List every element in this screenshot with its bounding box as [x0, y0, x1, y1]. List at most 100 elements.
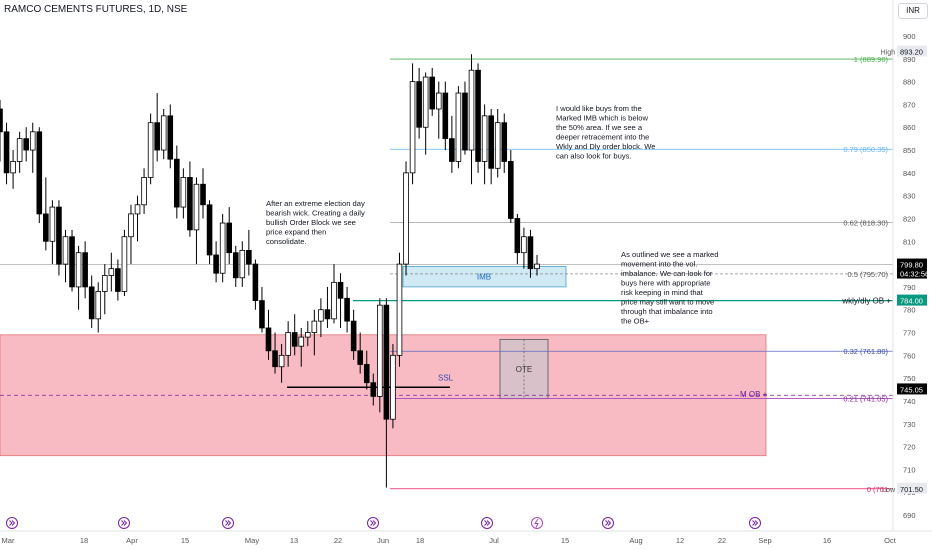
fib-label-fib_062: 0.62 (818.30): [843, 218, 888, 227]
note-buys: deeper retracement into the: [556, 133, 649, 142]
candle-body: [311, 320, 318, 333]
y-tick-label: 690: [903, 511, 916, 520]
candle-body: [363, 364, 370, 384]
candle-body: [49, 206, 56, 242]
candle-body: [75, 252, 82, 288]
event-icon[interactable]: [222, 517, 234, 529]
currency-badge[interactable]: INR: [898, 3, 928, 19]
candle-body: [128, 213, 134, 238]
imbalance-zone: [402, 265, 567, 288]
candle-body: [390, 354, 396, 420]
low-label: Low: [882, 487, 896, 494]
candle-body: [232, 252, 239, 279]
fib-label-fib_032: 0.32 (761.80): [843, 347, 888, 356]
candle-body: [226, 222, 233, 254]
note-buys: Wkly and Dly order block. We: [556, 142, 655, 151]
mob-price-tag: 745.05: [900, 385, 923, 394]
chevron-icon: [121, 520, 128, 526]
candle-body: [259, 300, 265, 329]
y-tick-label: 880: [903, 78, 916, 87]
candle-body: [291, 332, 298, 347]
note-election: consolidate.: [266, 237, 307, 246]
candle-body: [101, 275, 108, 292]
chevron-icon: [225, 520, 232, 526]
candle-body: [246, 250, 252, 265]
y-tick-label: 890: [903, 55, 916, 64]
low-price-tag-bg: [897, 482, 927, 494]
last-price-tag-bg: [897, 258, 927, 279]
note-outlined: risk keeping in mind that: [621, 288, 704, 297]
high-price-tag: 893.20: [900, 48, 923, 57]
candle-body: [160, 115, 167, 151]
note-election: After an extreme election day: [266, 199, 365, 208]
candle-body: [56, 206, 62, 265]
event-icon[interactable]: [6, 517, 18, 529]
symbol-title: RAMCO CEMENTS FUTURES, 1D, NSE: [4, 4, 188, 15]
fib-label-fib_1: 1 (889.90): [854, 55, 889, 64]
note-buys: Marked IMB which is below: [556, 114, 649, 123]
candle-body: [62, 236, 69, 265]
candle-body: [108, 268, 115, 276]
event-icon[interactable]: [749, 517, 761, 529]
candle-body: [174, 158, 180, 208]
y-tick-label: 730: [903, 420, 916, 429]
candle-body: [23, 138, 29, 151]
candle-body: [435, 92, 442, 110]
candle-body: [468, 69, 475, 151]
event-icon[interactable]: [481, 517, 493, 529]
candle-body: [88, 286, 95, 320]
chevron-icon: [370, 520, 377, 526]
last-price-tag: 799.80: [900, 261, 923, 270]
fib-label-fib_05: 0.5 (795.70): [848, 270, 889, 279]
y-tick-label: 850: [903, 146, 916, 155]
candle-body: [429, 76, 436, 110]
y-tick-label: 830: [903, 192, 916, 201]
y-tick-label: 750: [903, 374, 916, 383]
x-tick-label: May: [245, 536, 259, 545]
x-tick-label: 22: [334, 536, 342, 545]
candle-body: [331, 281, 337, 320]
candle-body: [219, 222, 226, 274]
event-icon[interactable]: [118, 517, 130, 529]
candle-body: [324, 309, 331, 320]
y-tick-label: 740: [903, 397, 916, 406]
candle-body: [141, 177, 147, 206]
note-election: bullish Order Block we see: [266, 218, 356, 227]
candle-body: [337, 281, 344, 299]
candle-body: [10, 161, 16, 174]
chevron-icon: [752, 520, 759, 526]
candle-body: [350, 320, 357, 352]
y-tick-label: 840: [903, 169, 916, 178]
event-icon[interactable]: [367, 517, 379, 529]
event-icon[interactable]: [602, 517, 614, 529]
y-tick-label: 710: [903, 465, 916, 474]
candle-body: [488, 115, 494, 169]
y-tick-label: 780: [903, 306, 916, 315]
x-tick-label: 12: [676, 536, 684, 545]
candle-body: [416, 81, 422, 128]
candle-body: [69, 236, 75, 288]
candle-body: [455, 92, 462, 162]
ob-price-tag: 784.00: [900, 297, 923, 306]
candle-body: [95, 291, 102, 320]
x-tick-label: 18: [80, 536, 88, 545]
lightning-icon: [534, 518, 539, 528]
candle-body: [82, 252, 88, 288]
y-tick-label: 810: [903, 237, 916, 246]
candle-body: [278, 354, 285, 368]
candle-body: [3, 131, 10, 174]
candle-body: [167, 115, 174, 160]
candle-body: [344, 297, 350, 322]
low-price-tag: 701.50: [900, 485, 923, 494]
dividend-event-icon[interactable]: [531, 517, 543, 529]
x-tick-label: 13: [290, 536, 298, 545]
x-tick-label: 22: [718, 536, 726, 545]
candle-body: [180, 177, 187, 208]
chevron-icon: [605, 520, 612, 526]
candle-body: [370, 382, 377, 397]
y-tick-label: 790: [903, 283, 916, 292]
x-tick-label: Mar: [2, 536, 15, 545]
note-election: bearish wick. Creating a daily: [266, 209, 365, 218]
x-tick-label: 18: [416, 536, 424, 545]
